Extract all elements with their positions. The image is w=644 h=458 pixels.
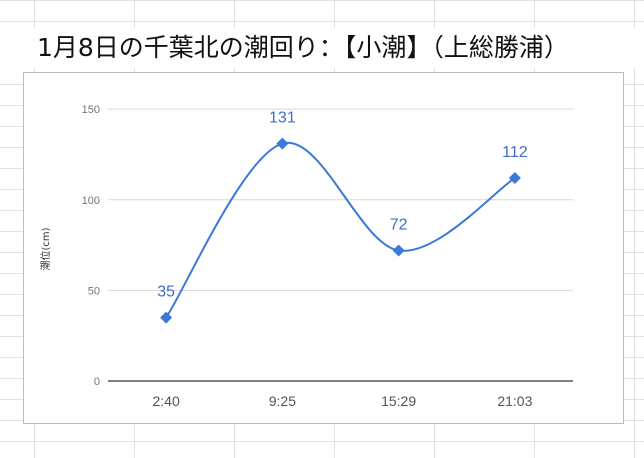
x-tick-0: 2:40 xyxy=(153,393,180,409)
y-tick-150: 150 xyxy=(82,104,100,116)
y-axis-label: 潮位(cm) xyxy=(39,227,52,270)
x-tick-2: 15:29 xyxy=(381,393,416,409)
y-tick-0: 0 xyxy=(94,376,100,388)
x-tick-3: 21:03 xyxy=(497,393,532,409)
series-markers xyxy=(160,137,521,324)
y-tick-50: 50 xyxy=(88,285,100,297)
data-label-0: 35 xyxy=(157,284,175,301)
chart-container: 0 50 100 150 潮位(cm) 2:40 9:25 15:29 21:03 35 13… xyxy=(23,72,624,424)
data-label-1: 131 xyxy=(269,110,296,127)
y-tick-labels: 0 50 100 150 xyxy=(82,104,100,388)
series-line xyxy=(165,141,516,319)
line-chart: 0 50 100 150 潮位(cm) 2:40 9:25 15:29 21:03 35 13… xyxy=(39,104,573,409)
marker-1 xyxy=(276,137,289,150)
grid-lines xyxy=(108,108,573,291)
marker-3 xyxy=(508,172,521,184)
y-tick-100: 100 xyxy=(82,195,100,207)
data-label-2: 72 xyxy=(390,217,408,234)
marker-0 xyxy=(160,311,173,324)
x-tick-1: 9:25 xyxy=(269,393,296,409)
data-labels: 35 131 72 112 xyxy=(157,110,528,301)
marker-2 xyxy=(392,244,405,257)
chart-title: 1月8日の千葉北の潮回り：【小潮】（上総勝浦） xyxy=(0,28,644,68)
x-tick-labels: 2:40 9:25 15:29 21:03 xyxy=(153,393,533,409)
data-label-3: 112 xyxy=(502,144,528,161)
